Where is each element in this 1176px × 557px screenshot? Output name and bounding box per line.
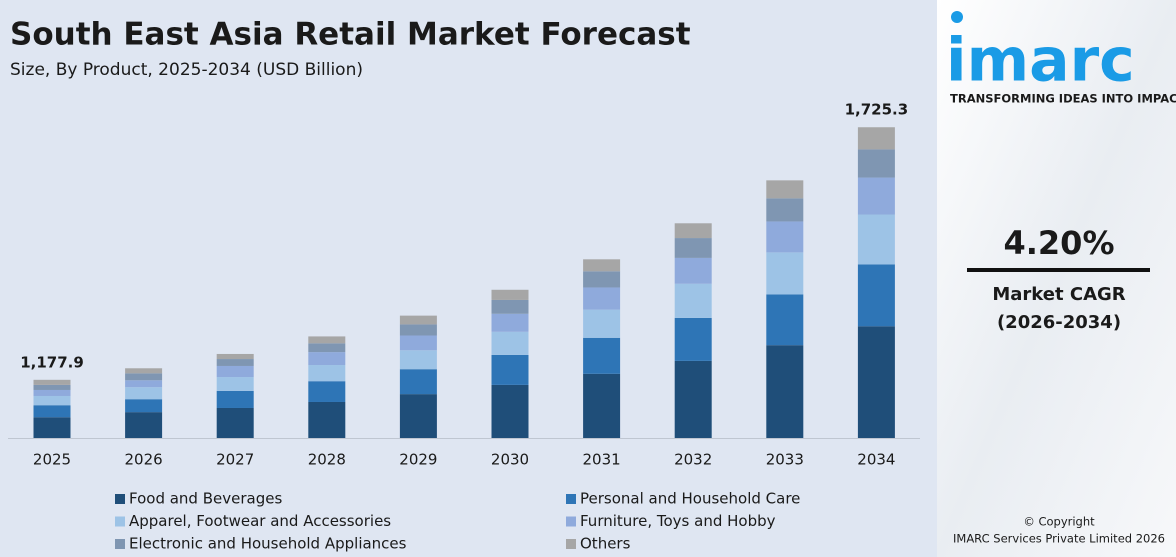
bar-segment <box>308 381 346 402</box>
bar-segment <box>766 252 804 295</box>
bar-segment <box>308 365 346 382</box>
bar-segment <box>857 127 895 150</box>
x-tick-label: 2031 <box>583 451 621 469</box>
bar-segment <box>491 289 529 300</box>
legend-label: Others <box>580 535 631 553</box>
bar-segment <box>216 390 254 408</box>
bar-segment <box>33 389 71 396</box>
chart-subtitle: Size, By Product, 2025-2034 (USD Billion… <box>10 60 363 80</box>
bar-segment <box>766 221 804 253</box>
x-tick-label: 2029 <box>399 451 437 469</box>
legend-label: Food and Beverages <box>129 490 282 508</box>
bar-segment <box>308 336 346 344</box>
bar-segment <box>674 257 712 284</box>
bar-segment <box>766 294 804 346</box>
x-tick-label: 2026 <box>125 451 163 469</box>
bar-segment <box>216 377 254 391</box>
bar-segment <box>857 177 895 215</box>
total-label: 1,725.3 <box>845 101 909 119</box>
x-tick-label: 2034 <box>857 451 895 469</box>
total-label: 1,177.9 <box>20 353 84 371</box>
bar-segment <box>399 394 437 438</box>
bar-segment <box>125 380 163 388</box>
bar-segment <box>491 354 529 385</box>
bar-segment <box>583 259 621 272</box>
x-tick-label: 2025 <box>33 451 71 469</box>
bar-segment <box>125 399 163 413</box>
bar-segment <box>491 331 529 355</box>
legend-swatch <box>115 516 125 527</box>
bar-segment <box>399 315 437 325</box>
logo: imarc <box>946 26 1135 96</box>
legend-swatch <box>115 539 125 549</box>
bar-segment <box>308 343 346 353</box>
bar-segment <box>674 360 712 438</box>
chart-title: South East Asia Retail Market Forecast <box>10 17 691 53</box>
bar-segment <box>857 264 895 327</box>
bar-segment <box>674 238 712 258</box>
sidebar-background <box>937 0 1176 557</box>
legend-label: Personal and Household Care <box>580 490 800 508</box>
bar-segment <box>583 309 621 338</box>
x-tick-label: 2033 <box>766 451 804 469</box>
x-tick-label: 2028 <box>308 451 346 469</box>
legend-swatch <box>566 539 576 549</box>
bar-segment <box>216 365 254 378</box>
bar-segment <box>399 350 437 370</box>
bar-segment <box>674 283 712 318</box>
bar-segment <box>125 373 163 381</box>
x-tick-label: 2027 <box>216 451 254 469</box>
bar-segment <box>33 384 71 390</box>
bar-segment <box>308 401 346 438</box>
company: IMARC Services Private Limited 2026 <box>953 532 1165 546</box>
legend-swatch <box>566 494 576 504</box>
legend-label: Furniture, Toys and Hobby <box>580 512 776 530</box>
bar-segment <box>399 335 437 351</box>
bar-segment <box>491 384 529 438</box>
bar-segment <box>583 373 621 438</box>
bar-segment <box>674 317 712 361</box>
bar-segment <box>766 180 804 199</box>
bar-segment <box>857 149 895 178</box>
bar-segment <box>33 405 71 418</box>
logo-dot <box>951 11 963 23</box>
bar-segment <box>33 395 71 406</box>
bar-segment <box>216 407 254 438</box>
legend-swatch <box>566 516 576 527</box>
legend-label: Apparel, Footwear and Accessories <box>129 512 391 530</box>
bar-segment <box>857 326 895 438</box>
bar-segment <box>125 368 163 374</box>
bar-segment <box>216 353 254 360</box>
bar-segment <box>308 352 346 366</box>
bar-segment <box>857 214 895 265</box>
bar-segment <box>766 198 804 222</box>
bar-segment <box>766 345 804 438</box>
bar-segment <box>583 271 621 288</box>
bar-segment <box>399 324 437 336</box>
legend-swatch <box>115 494 125 504</box>
x-tick-label: 2030 <box>491 451 529 469</box>
bar-segment <box>33 379 71 385</box>
bar-segment <box>216 359 254 366</box>
bar-segment <box>491 299 529 314</box>
bar-segment <box>583 287 621 310</box>
tagline: TRANSFORMING IDEAS INTO IMPACT <box>950 92 1176 106</box>
bar-segment <box>583 337 621 374</box>
x-tick-label: 2032 <box>674 451 712 469</box>
bar-segment <box>33 417 71 438</box>
bar-segment <box>399 369 437 395</box>
cagr-label: Market CAGR <box>992 284 1125 305</box>
legend-label: Electronic and Household Appliances <box>129 535 407 553</box>
bar-segment <box>125 387 163 400</box>
copyright: © Copyright <box>1023 515 1095 529</box>
cagr-value: 4.20% <box>1003 224 1114 262</box>
bar-segment <box>491 313 529 332</box>
bar-segment <box>125 412 163 438</box>
bar-segment <box>674 223 712 239</box>
cagr-period: (2026-2034) <box>997 312 1121 333</box>
